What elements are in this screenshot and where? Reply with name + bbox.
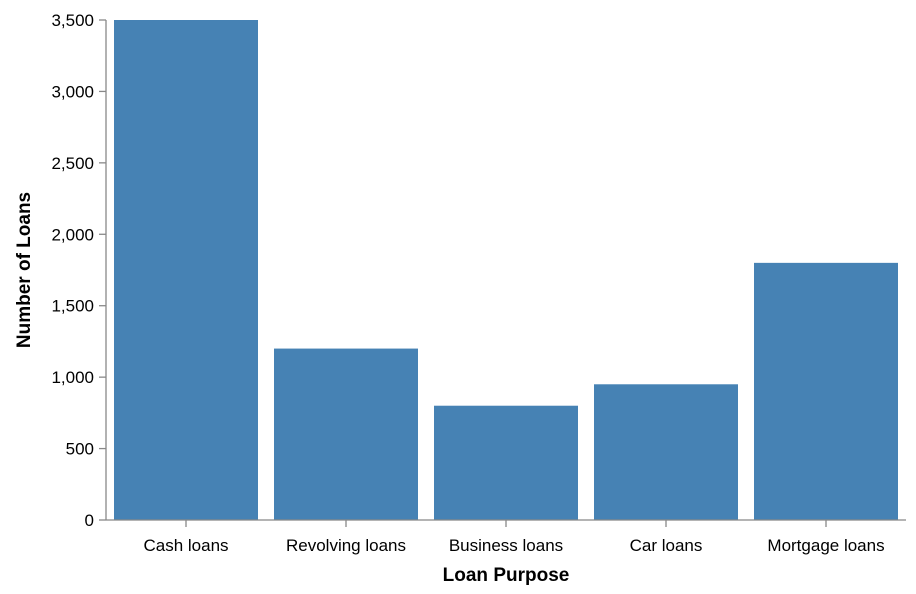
- y-tick-label: 500: [66, 440, 94, 459]
- bar-mortgage-loans: [754, 262, 898, 520]
- x-tick-label: Car loans: [630, 536, 703, 555]
- bar-revolving-loans: [274, 348, 418, 520]
- x-axis: Cash loans Revolving loans Business loans C…: [106, 519, 906, 555]
- x-tick-label: Mortgage loans: [767, 536, 884, 555]
- x-tick-label: Business loans: [449, 536, 563, 555]
- y-tick-label: 2,000: [51, 225, 94, 244]
- bars-layer: [114, 20, 898, 520]
- bar-car-loans: [594, 384, 738, 520]
- y-tick-label: 2,500: [51, 154, 94, 173]
- y-tick-label: 1,500: [51, 297, 94, 316]
- bar-business-loans: [434, 405, 578, 520]
- x-tick-label: Cash loans: [143, 536, 228, 555]
- bar-cash-loans: [114, 20, 258, 520]
- y-tick-label: 0: [85, 511, 94, 530]
- y-axis-title: Number of Loans: [14, 192, 35, 348]
- x-tick-label: Revolving loans: [286, 536, 406, 555]
- y-axis: 0 500 1,000 1,500 2,000 2,500 3,000 3,500: [51, 11, 107, 530]
- y-tick-label: 3,500: [51, 11, 94, 30]
- x-axis-title: Loan Purpose: [443, 565, 570, 586]
- y-tick-label: 3,000: [51, 82, 94, 101]
- y-tick-label: 1,000: [51, 368, 94, 387]
